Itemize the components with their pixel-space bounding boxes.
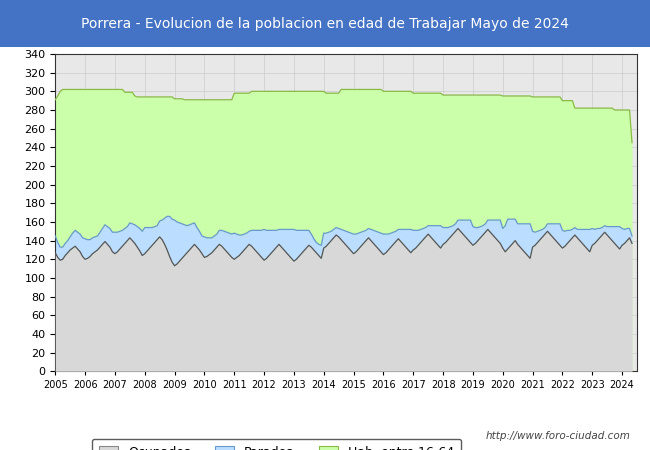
Legend: Ocupados, Parados, Hab. entre 16-64: Ocupados, Parados, Hab. entre 16-64 — [92, 438, 461, 450]
Text: http://www.foro-ciudad.com: http://www.foro-ciudad.com — [486, 431, 630, 441]
Text: Porrera - Evolucion de la poblacion en edad de Trabajar Mayo de 2024: Porrera - Evolucion de la poblacion en e… — [81, 17, 569, 31]
